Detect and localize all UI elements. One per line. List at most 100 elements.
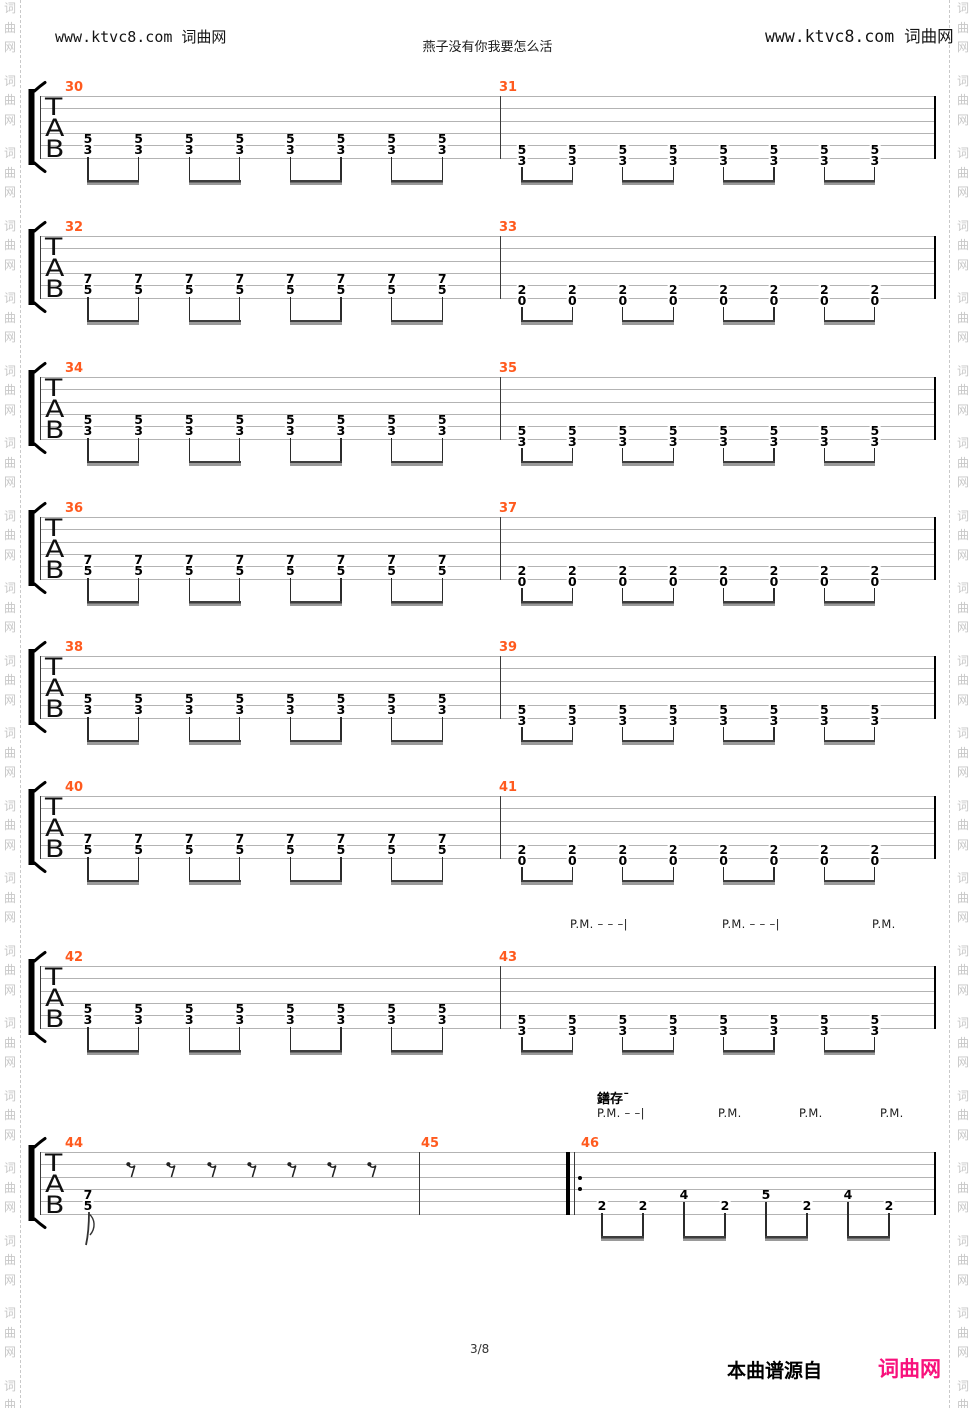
barline (500, 656, 502, 719)
staff-line (40, 656, 935, 657)
fret-number: 3 (667, 434, 679, 449)
beam (823, 1050, 876, 1055)
fret-number: 3 (285, 423, 296, 438)
note-stem (723, 307, 725, 322)
fret-number: 5 (436, 1001, 448, 1016)
beam (289, 1050, 342, 1055)
note-stem (571, 167, 574, 182)
palm-mute-cn-label: 鐥存ˉ (597, 1092, 630, 1107)
staff-line (40, 1213, 935, 1215)
note-stem (138, 438, 140, 463)
watermark-char: 词 (957, 1233, 970, 1248)
note-stem (138, 578, 140, 603)
tab-clef-letter: B (45, 275, 65, 303)
note-stem (683, 1202, 685, 1238)
watermark-divider-left (20, 0, 21, 1408)
staff-line (40, 845, 935, 847)
fret-number: 5 (869, 1012, 881, 1027)
note-stem (521, 1037, 523, 1052)
watermark-char: 词 (957, 653, 970, 668)
watermark-char: 曲 (957, 1108, 970, 1122)
fret-number: 2 (596, 1198, 608, 1213)
system-bracket (26, 501, 48, 599)
watermark-char: 曲 (4, 1108, 17, 1122)
fret-number: 7 (335, 552, 347, 567)
staff-line (40, 145, 935, 147)
fret-number: 0 (516, 574, 528, 589)
note-stem (622, 727, 624, 742)
note-stem (847, 1202, 849, 1238)
fret-number: 2 (768, 282, 780, 297)
note-stem (138, 297, 140, 322)
note-stem (601, 1213, 603, 1238)
tab-clef-letter: A (45, 814, 65, 842)
fret-number: 5 (617, 423, 629, 438)
fret-number: 5 (285, 282, 296, 297)
barline (566, 1152, 570, 1215)
fret-number: 0 (768, 853, 780, 868)
fret-number: 5 (386, 412, 397, 427)
fret-number: 3 (335, 702, 347, 717)
barline (933, 966, 937, 1029)
beam (722, 320, 775, 325)
barline (933, 1152, 937, 1215)
fret-number: 0 (819, 574, 830, 589)
fret-number: 3 (869, 434, 881, 449)
note-stem (823, 307, 826, 322)
fret-number: 2 (768, 842, 780, 857)
fret-number: 5 (234, 131, 246, 146)
note-stem (724, 1213, 726, 1238)
fret-number: 5 (819, 423, 830, 438)
note-stem (441, 438, 443, 463)
beam (521, 880, 574, 885)
measure-number: 43 (499, 950, 518, 965)
note-stem (239, 1027, 241, 1052)
fret-number: 5 (335, 412, 347, 427)
fret-number: 3 (819, 713, 830, 728)
note-stem (874, 307, 876, 322)
note-stem (806, 1213, 808, 1238)
fret-number: 3 (516, 153, 528, 168)
note-stem (571, 448, 574, 463)
measure-number: 30 (65, 80, 84, 95)
watermark-char: 曲 (957, 1253, 970, 1267)
beam (521, 461, 574, 466)
tab-clef-letter: T (45, 374, 63, 402)
watermark-char: 网 (4, 112, 17, 127)
fret-number: 5 (718, 1012, 729, 1027)
beam (847, 1236, 890, 1241)
measure-number: 42 (65, 950, 84, 965)
note-stem (672, 1037, 674, 1052)
fret-number: 3 (768, 434, 780, 449)
beam (390, 320, 443, 325)
note-stem (723, 867, 725, 882)
watermark-char: 曲 (4, 238, 17, 252)
fret-number: 5 (718, 702, 729, 717)
fret-number: 5 (234, 563, 246, 578)
staff-line (40, 808, 935, 810)
fret-number: 7 (82, 831, 94, 846)
beam (622, 740, 674, 745)
watermark-char: 曲 (4, 890, 17, 905)
watermark-char: 曲 (4, 165, 17, 180)
fret-number: 2 (617, 842, 629, 857)
fret-number: 7 (285, 271, 296, 286)
beam (722, 601, 775, 606)
fret-number: 3 (819, 434, 830, 449)
note-stem (239, 857, 241, 882)
beam (722, 180, 775, 185)
fret-number: 7 (133, 831, 144, 846)
barline (933, 377, 937, 440)
fret-number: 5 (436, 282, 448, 297)
fret-number: 3 (133, 423, 144, 438)
fret-number: 3 (819, 1023, 830, 1038)
watermark-char: 词 (4, 1233, 17, 1248)
beam (87, 880, 140, 885)
beam (390, 740, 443, 745)
fret-number: 5 (335, 1001, 347, 1016)
tab-clef-letter: A (45, 535, 65, 563)
fret-number: 0 (516, 293, 528, 308)
beam (622, 461, 674, 466)
fret-number: 3 (82, 142, 94, 157)
note-stem (622, 167, 624, 182)
